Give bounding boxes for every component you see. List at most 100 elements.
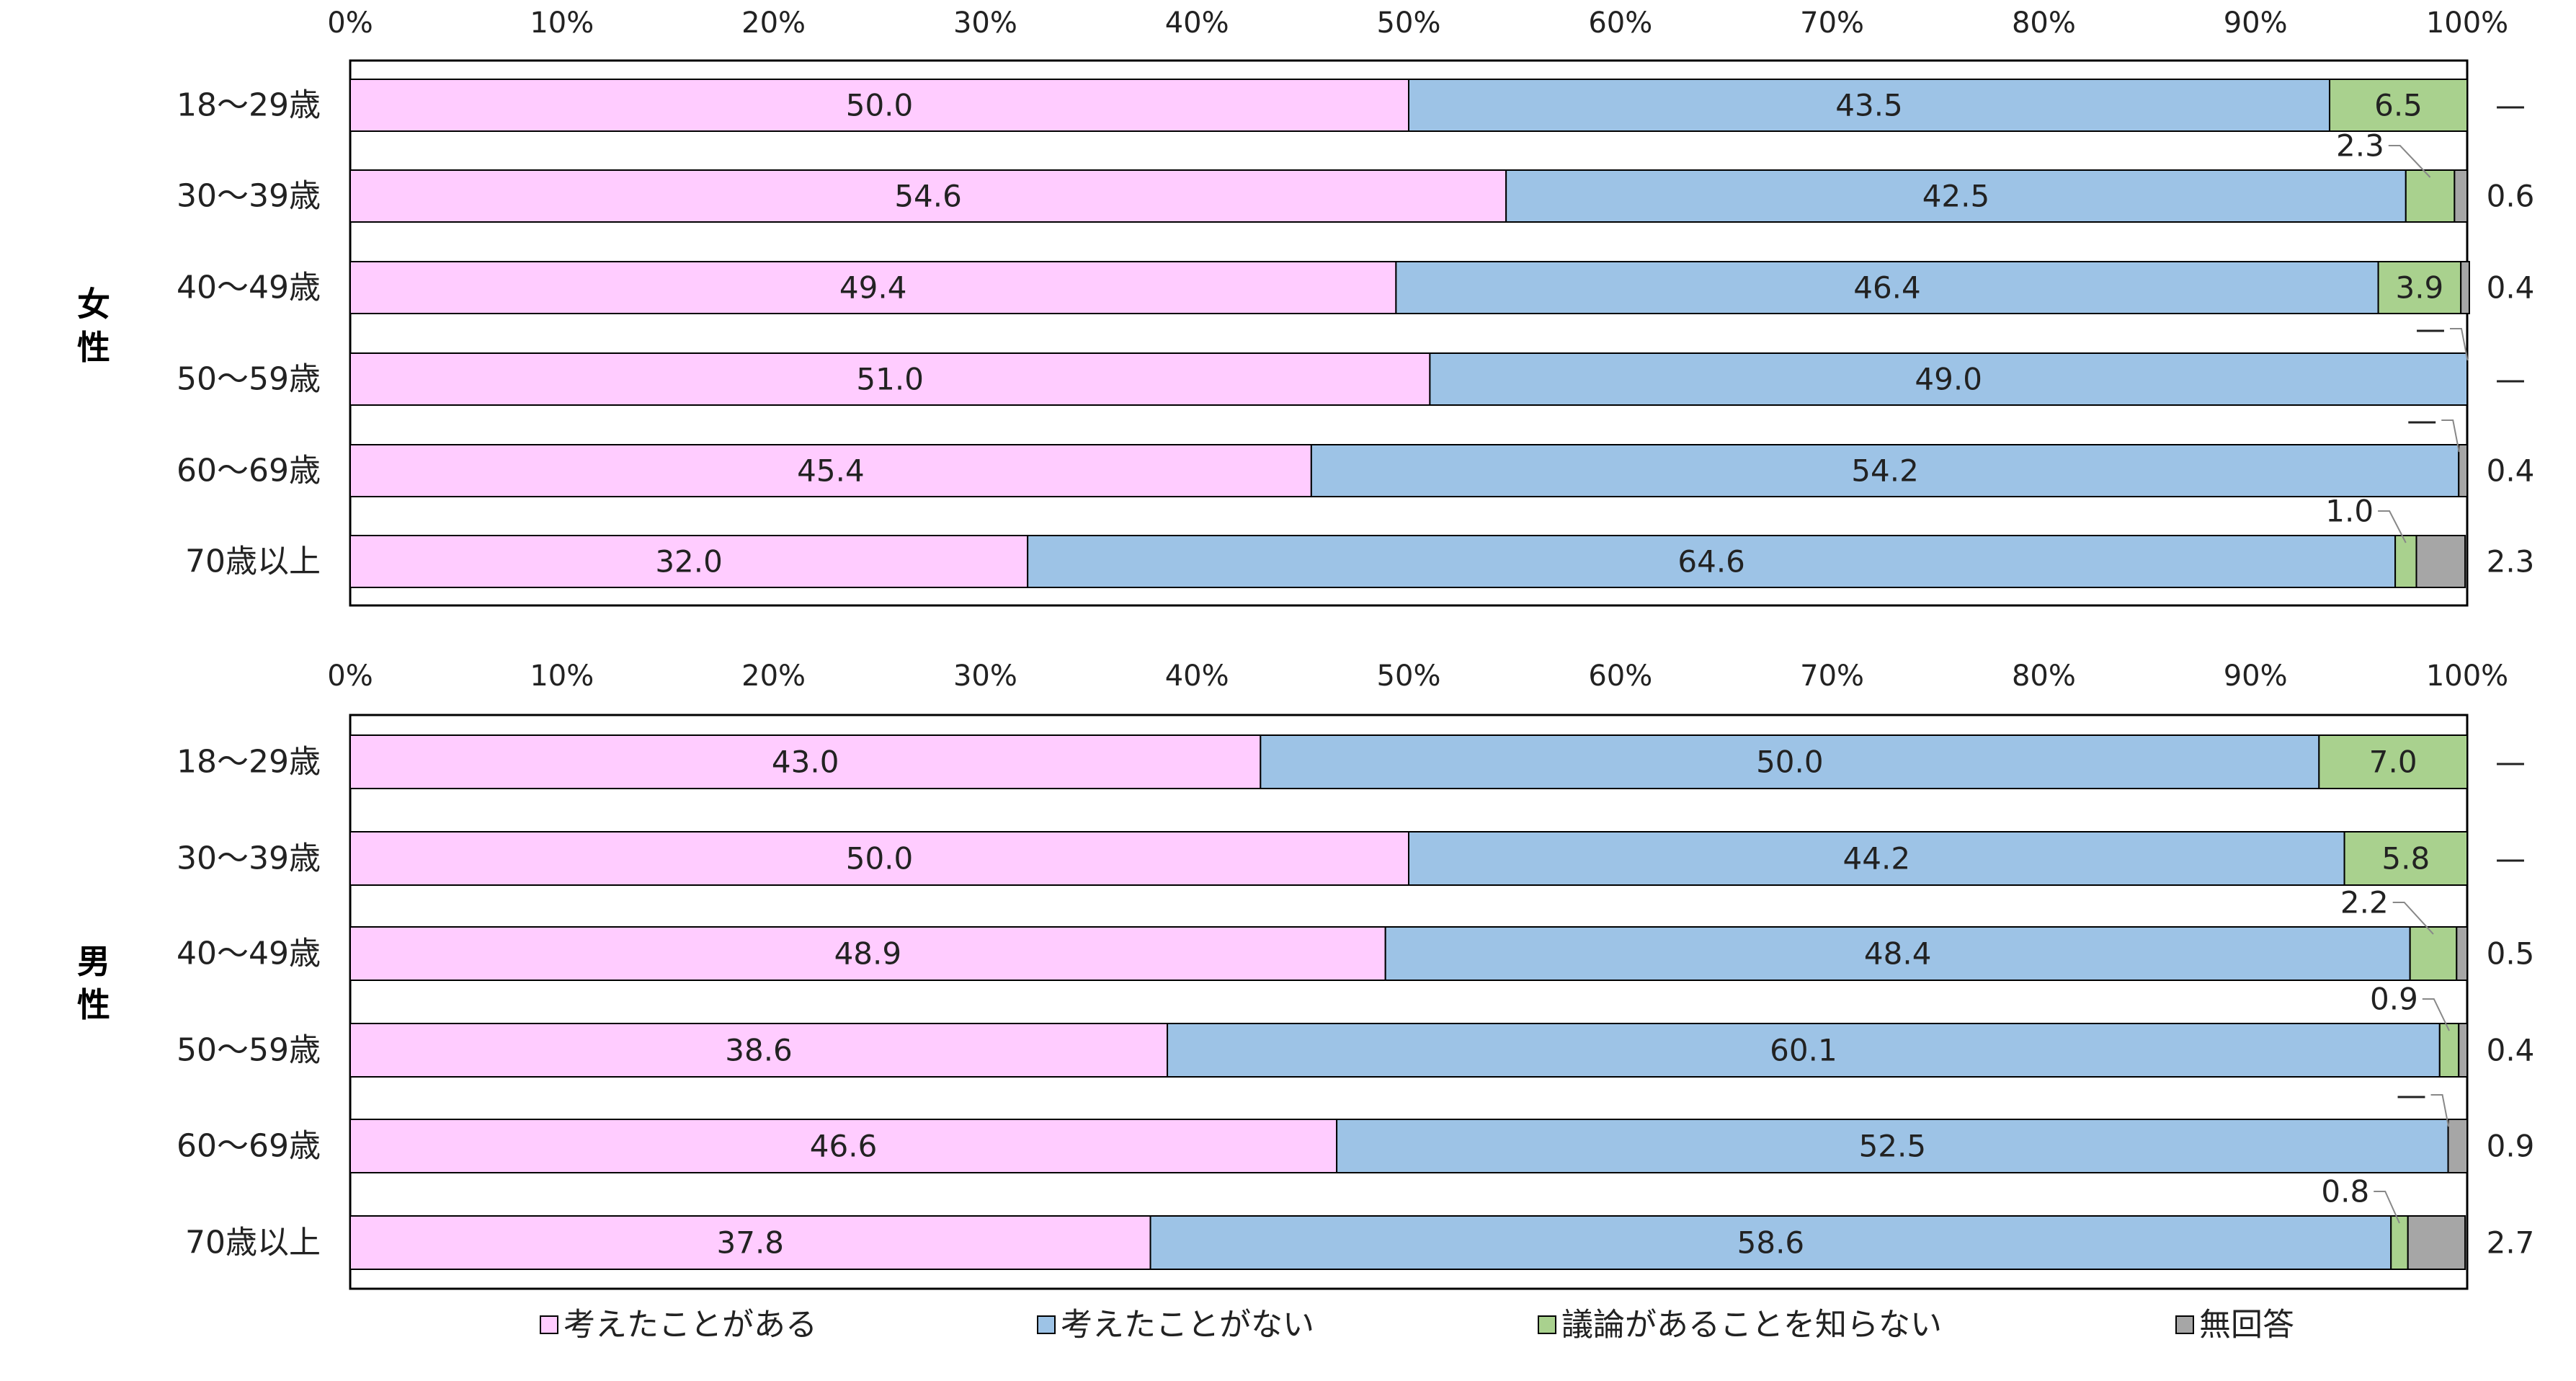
- data-label-outside: 2.3: [2487, 544, 2535, 580]
- data-label: 54.2: [1851, 453, 1919, 489]
- category-label: 70歳以上: [185, 543, 321, 580]
- x-tick-label: 40%: [1165, 6, 1229, 40]
- bar-segment-4: [2458, 1023, 2469, 1078]
- bar-segment-2: [1310, 444, 2460, 497]
- group-label-char: 性: [77, 985, 110, 1024]
- data-label-outside: 2.7: [2487, 1225, 2535, 1261]
- bar-segment-2: [1429, 352, 2468, 406]
- bar-segment-4: [2454, 169, 2469, 223]
- x-tick-label: 20%: [741, 660, 806, 693]
- category-label: 60〜69歳: [177, 1128, 321, 1165]
- legend-label: 考えたことがない: [1061, 1307, 1314, 1344]
- bar-segment-1: [349, 1023, 1169, 1078]
- bar-segment-3: [2405, 169, 2456, 223]
- x-tick-label: 60%: [1588, 660, 1652, 693]
- data-label: 48.9: [834, 936, 902, 972]
- bar-segment-2: [1149, 1215, 2392, 1270]
- data-label-outside: —: [2495, 745, 2526, 780]
- legend-swatch: [1037, 1315, 1056, 1334]
- leader-line: [2430, 1094, 2450, 1127]
- bar-segment-1: [349, 444, 1312, 497]
- bar-segment-1: [349, 535, 1029, 588]
- x-tick-label: 30%: [953, 660, 1017, 693]
- data-label-callout: 2.2: [2340, 885, 2389, 920]
- data-label: 3.9: [2395, 270, 2443, 306]
- bar-segment-3: [2390, 1215, 2409, 1270]
- category-label: 60〜69歳: [177, 453, 321, 489]
- category-label: 18〜29歳: [177, 744, 321, 781]
- data-label-outside: 0.6: [2487, 179, 2535, 214]
- x-tick-label: 30%: [953, 6, 1017, 40]
- leader-line: [2450, 328, 2469, 361]
- x-tick-label: 0%: [327, 6, 373, 40]
- group-label-char: 性: [77, 328, 110, 367]
- x-tick-label: 10%: [530, 6, 594, 40]
- bar-segment-3: [2438, 1023, 2460, 1078]
- legend-label: 考えたことがある: [563, 1307, 817, 1344]
- plot-area-frame: [349, 59, 2469, 607]
- x-tick-label: 0%: [327, 660, 373, 693]
- x-tick-label: 60%: [1588, 6, 1652, 40]
- data-label-callout: 2.3: [2336, 128, 2384, 164]
- category-label: 18〜29歳: [177, 87, 321, 124]
- x-tick-label: 50%: [1377, 660, 1441, 693]
- data-label: 46.6: [810, 1129, 878, 1164]
- bar-segment-2: [1408, 79, 2331, 132]
- data-label: 43.0: [772, 745, 839, 780]
- leader-line: [2392, 902, 2434, 935]
- data-label: 5.8: [2381, 841, 2430, 876]
- bar-segment-3: [2343, 831, 2468, 886]
- leader-line: [2441, 419, 2460, 453]
- bar-segment-2: [1336, 1119, 2449, 1173]
- data-label-callout: 1.0: [2325, 494, 2374, 529]
- data-label: 64.6: [1677, 544, 1745, 580]
- category-label: 70歳以上: [185, 1225, 321, 1261]
- data-label: 48.4: [1864, 936, 1932, 972]
- data-label: 44.2: [1843, 841, 1911, 876]
- bar-segment-2: [1408, 831, 2345, 886]
- bar-segment-3: [2394, 535, 2417, 588]
- category-label: 50〜59歳: [177, 1032, 321, 1069]
- data-label: 6.5: [2374, 88, 2423, 123]
- legend-swatch: [2175, 1315, 2194, 1334]
- data-label: 42.5: [1922, 179, 1990, 214]
- bar-segment-1: [349, 831, 1409, 886]
- category-label: 50〜59歳: [177, 361, 321, 398]
- data-label: 60.1: [1770, 1033, 1837, 1068]
- leader-line: [2378, 510, 2407, 543]
- bar-segment-2: [1027, 535, 2397, 588]
- bar-segment-4: [2447, 1119, 2469, 1173]
- bar-segment-4: [2407, 1215, 2466, 1270]
- category-label: 30〜39歳: [177, 178, 321, 215]
- x-tick-label: 50%: [1377, 6, 1441, 40]
- data-label: 50.0: [846, 841, 914, 876]
- bar-segment-1: [349, 79, 1409, 132]
- bar-segment-1: [349, 169, 1507, 223]
- bar-segment-4: [2456, 926, 2469, 981]
- legend-swatch: [1538, 1315, 1556, 1334]
- bar-segment-2: [1384, 926, 2411, 981]
- data-label-outside: 0.5: [2487, 936, 2535, 972]
- data-label-callout: —: [2407, 403, 2437, 438]
- data-label-outside: —: [2495, 362, 2526, 397]
- x-tick-label: 40%: [1165, 660, 1229, 693]
- legend-label: 無回答: [2199, 1307, 2294, 1344]
- bar-segment-1: [349, 352, 1431, 406]
- data-label: 49.4: [839, 270, 907, 306]
- data-label-outside: 0.9: [2487, 1129, 2535, 1164]
- data-label: 54.6: [894, 179, 962, 214]
- x-tick-label: 100%: [2426, 660, 2508, 693]
- x-tick-label: 20%: [741, 6, 806, 40]
- data-label: 46.4: [1853, 270, 1921, 306]
- data-label: 38.6: [725, 1033, 793, 1068]
- data-label: 50.0: [846, 88, 914, 123]
- leader-line: [2374, 1191, 2400, 1224]
- bar-segment-4: [2415, 535, 2466, 588]
- data-label: 51.0: [856, 362, 924, 397]
- bar-segment-4: [2458, 444, 2469, 497]
- bar-segment-3: [2318, 734, 2469, 789]
- x-tick-label: 100%: [2426, 6, 2508, 40]
- leader-line: [2388, 145, 2431, 178]
- data-label: 32.0: [655, 544, 723, 580]
